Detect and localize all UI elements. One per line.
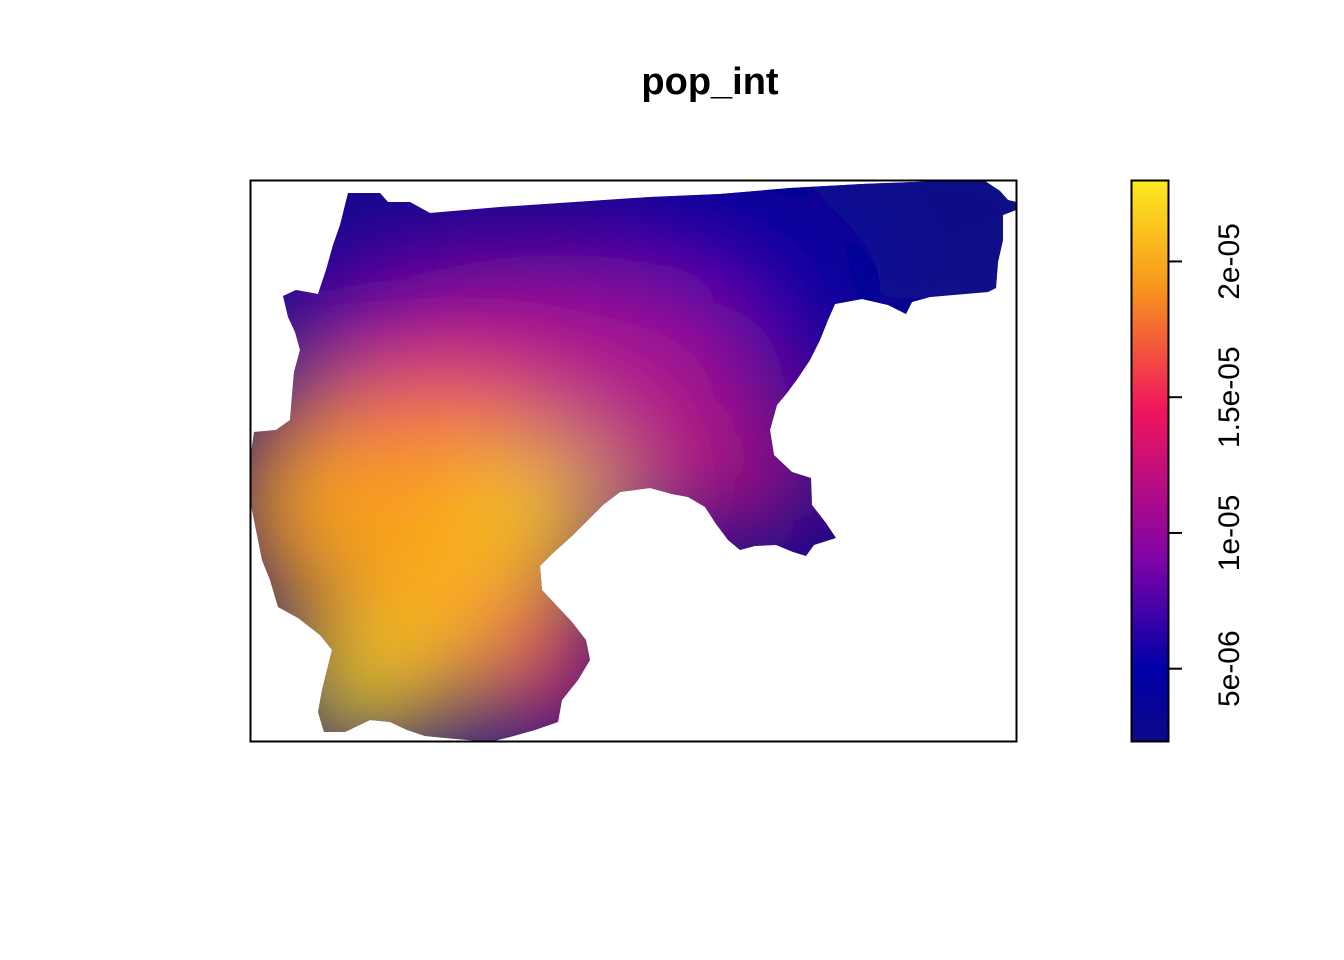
colorbar-ticks: 5e-06 1e-05 1.5e-05 2e-05 xyxy=(1169,223,1246,707)
heatmap-blob xyxy=(250,410,370,590)
colorbar-tick-label: 5e-06 xyxy=(1213,630,1246,707)
heatmap-blob xyxy=(495,605,615,735)
heatmap-blob xyxy=(280,355,560,425)
colorbar: 5e-06 1e-05 1.5e-05 2e-05 xyxy=(1130,179,1246,743)
colorbar-tick-label: 1.5e-05 xyxy=(1213,346,1246,448)
heatmap-blobs xyxy=(250,181,1016,742)
chart-title: pop_int xyxy=(641,61,779,103)
colorbar-fill xyxy=(1131,180,1169,742)
plot-frame xyxy=(249,179,1018,743)
colorbar-frame xyxy=(1130,179,1170,743)
heatmap-layer xyxy=(250,181,1016,742)
colorbar-tick-label: 2e-05 xyxy=(1213,223,1246,300)
colorbar-tick-label: 1e-05 xyxy=(1213,495,1246,572)
heatmap-blob xyxy=(570,410,830,530)
heatmap-blob xyxy=(350,570,510,710)
heatmap-blob xyxy=(450,455,610,565)
